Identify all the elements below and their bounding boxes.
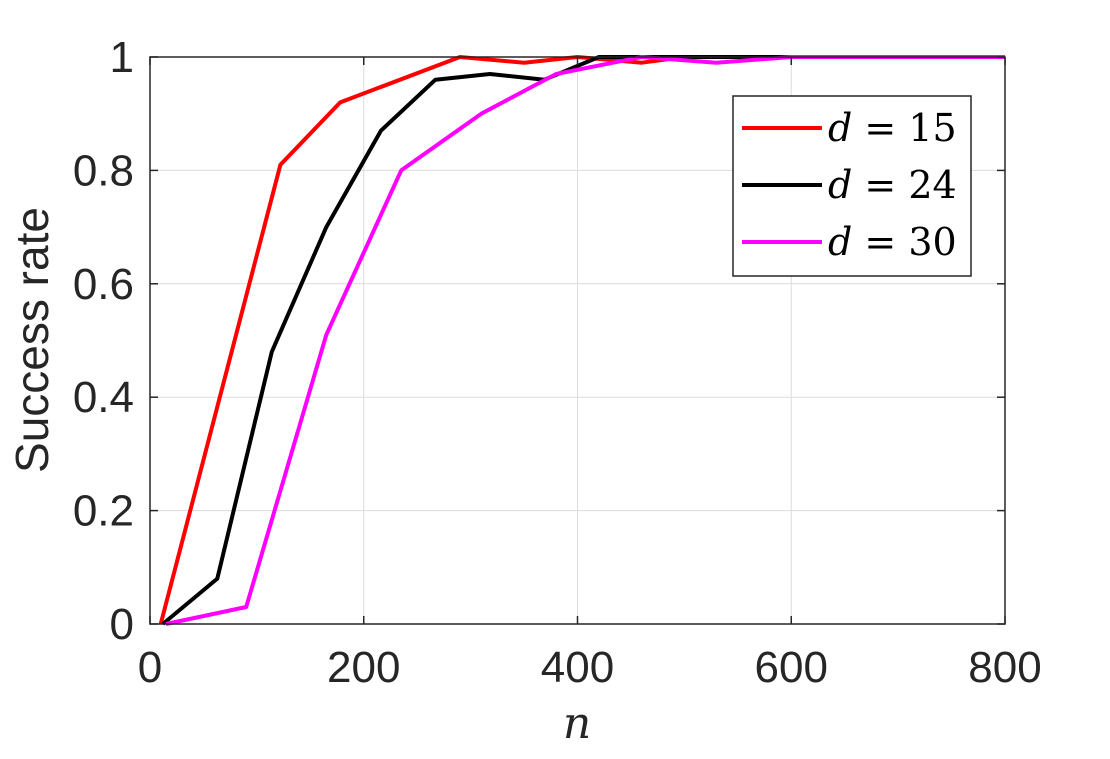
legend-value: 30: [908, 220, 956, 264]
y-tick-label: 0.2: [73, 487, 134, 536]
x-tick-labels: 0 200 400 600 800: [138, 643, 1042, 692]
y-tick-label: 0: [110, 600, 134, 649]
legend-equals: =: [852, 106, 908, 150]
series-line-30: [165, 55, 1005, 626]
legend: d = 15d = 24d = 30: [732, 95, 972, 277]
y-tick-label: 0.6: [73, 260, 134, 309]
y-axis-label: Success rate: [6, 207, 58, 473]
legend-variable: d: [828, 106, 852, 150]
legend-variable: d: [828, 220, 852, 264]
legend-entry-30: d = 30: [828, 220, 957, 264]
x-tick-label: 600: [755, 643, 828, 692]
legend-equals: =: [852, 163, 908, 207]
axis-ticks: [149, 56, 1006, 625]
legend-variable: d: [828, 163, 852, 207]
y-tick-label: 0.4: [73, 373, 134, 422]
legend-entry-15: d = 15: [828, 106, 957, 150]
x-tick-label: 800: [968, 643, 1041, 692]
x-axis-label: n: [563, 698, 591, 749]
x-tick-label: 0: [138, 643, 162, 692]
legend-entry-24: d = 24: [828, 163, 957, 207]
y-tick-label: 0.8: [73, 146, 134, 195]
legend-value: 24: [908, 163, 956, 207]
legend-value: 15: [908, 106, 956, 150]
x-tick-label: 200: [327, 643, 400, 692]
series-line-24: [161, 55, 1005, 626]
y-tick-labels: 0 0.2 0.4 0.6 0.8 1: [73, 33, 134, 649]
legend-equals: =: [852, 220, 908, 264]
x-tick-label: 400: [541, 643, 614, 692]
y-tick-label: 1: [110, 33, 134, 82]
